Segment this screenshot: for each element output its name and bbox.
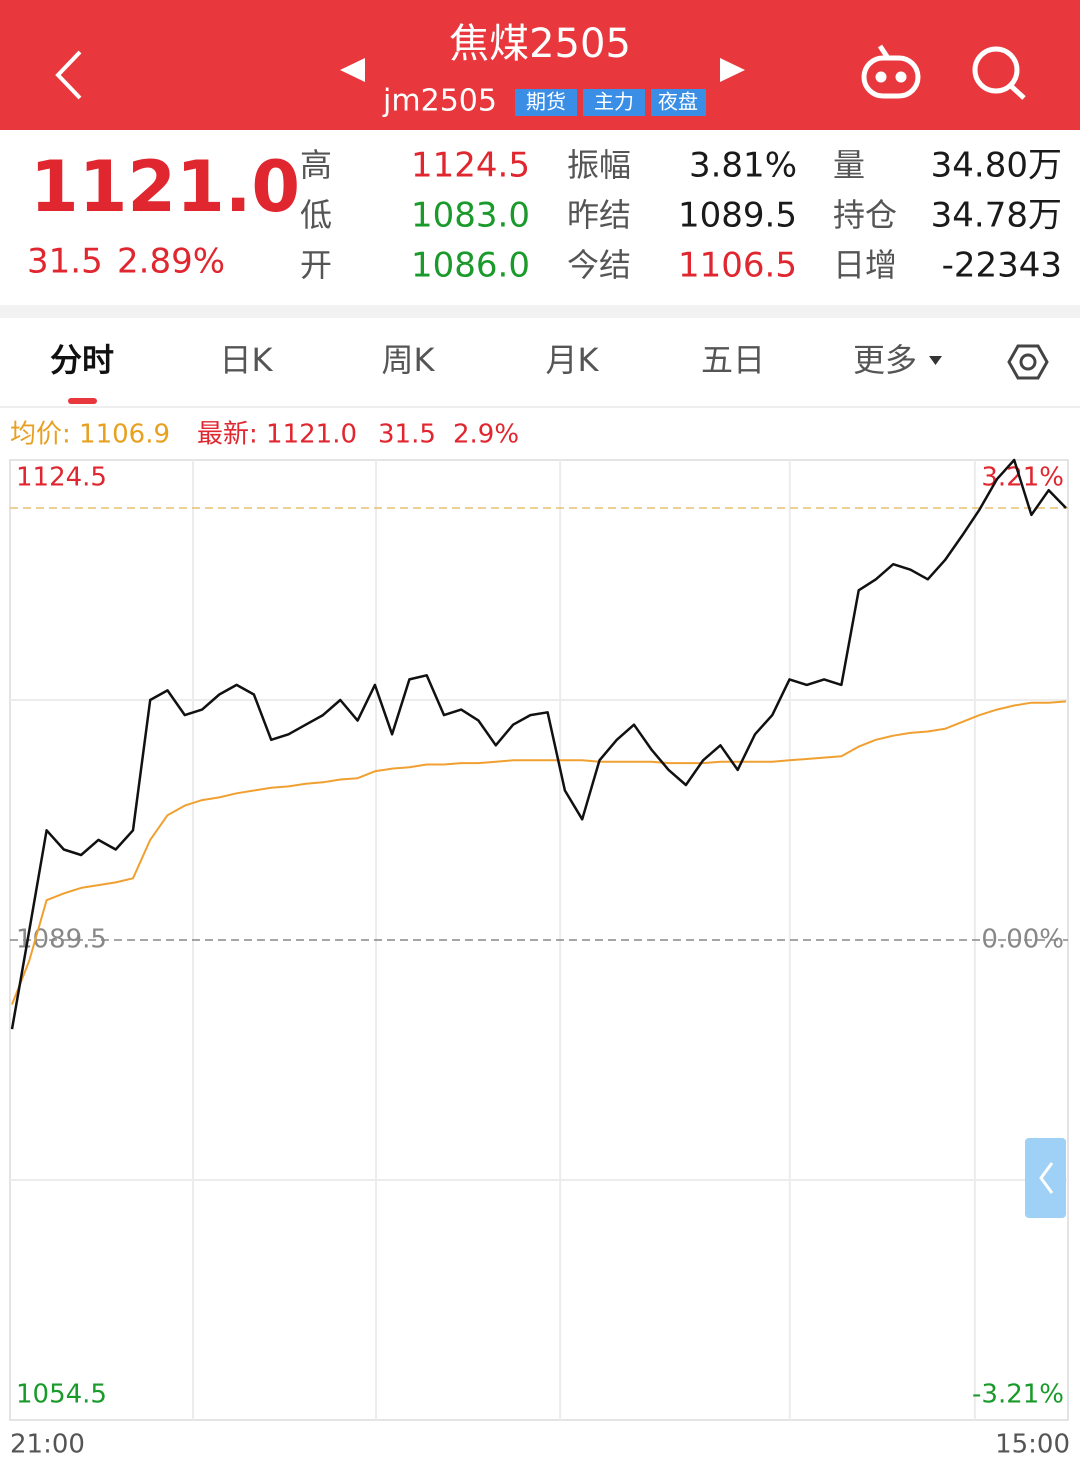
more-dropdown[interactable] [929,356,942,365]
next-contract[interactable] [720,58,745,82]
tag-bg [651,89,706,116]
y-tick-label: 1054.5 [16,1380,107,1410]
stat-value: 1083.0 [411,196,530,236]
x-tick-label: 15:00 [995,1430,1070,1460]
stat-value: -22343 [942,246,1062,286]
stat-label: 高 [300,146,332,184]
stat-value: 3.81% [689,146,797,186]
settings-icon[interactable] [1007,344,1049,380]
search-icon[interactable] [972,46,1026,100]
tab[interactable]: 更多 [853,341,917,379]
stat-label: 昨结 [567,196,631,234]
last-price: 1121.0 [30,146,300,228]
y-tick-label: 1124.5 [16,463,107,493]
latest-change: 31.5 [378,420,436,450]
back-button[interactable] [55,50,82,100]
stat-value: 1106.5 [678,246,797,286]
stat-label: 振幅 [567,146,631,184]
title: 焦煤2505 [449,21,631,67]
stat-label: 日增 [833,246,897,284]
stat-value: 34.78万 [931,196,1062,236]
tab[interactable]: 分时 [50,341,114,379]
tabs: 分时 日K 周K 月K 五日 更多 [50,341,917,379]
robot-icon[interactable] [861,44,921,99]
side-panel-toggle[interactable] [1025,1138,1066,1218]
tab[interactable]: 月K [546,341,600,379]
active-tab-indicator [68,398,97,404]
stat-value: 1089.5 [678,196,797,236]
stat-label: 今结 [567,246,631,284]
tag-bg [515,89,577,116]
avg-label: 均价: 1106.9 [10,420,170,450]
stat-value: 1124.5 [411,146,530,186]
y2-tick-label: -3.21% [972,1380,1064,1410]
stat-label: 持仓 [833,196,897,234]
tab[interactable]: 周K [382,341,436,379]
latest-label: 最新: 1121.0 [197,420,357,450]
series-line [10,458,1067,1030]
tab[interactable]: 日K [220,341,274,379]
y2-tick-label: 0.00% [981,925,1064,955]
change-pct: 2.89% [117,242,225,282]
tag: 主力 [594,90,634,114]
stat-label: 低 [300,196,332,234]
tag: 期货 [526,90,566,114]
prev-contract[interactable] [340,58,365,82]
stat-value: 1086.0 [411,246,530,286]
change: 31.5 [27,242,103,282]
contract-code: jm2505 [382,84,497,119]
tag: 夜盘 [658,90,698,114]
tags: 期货 主力 夜盘 [515,89,706,116]
tab[interactable]: 五日 [701,341,765,379]
stat-label: 开 [300,246,332,284]
x-tick-label: 21:00 [10,1430,85,1460]
series-line [11,700,1067,1005]
tag-bg [583,89,645,116]
toggle-arrow [1039,1162,1054,1194]
stat-value: 34.80万 [931,146,1062,186]
separator [0,305,1080,318]
y-tick-label: 1089.5 [16,925,107,955]
stat-label: 量 [833,146,865,184]
latest-change-pct: 2.9% [453,420,519,450]
